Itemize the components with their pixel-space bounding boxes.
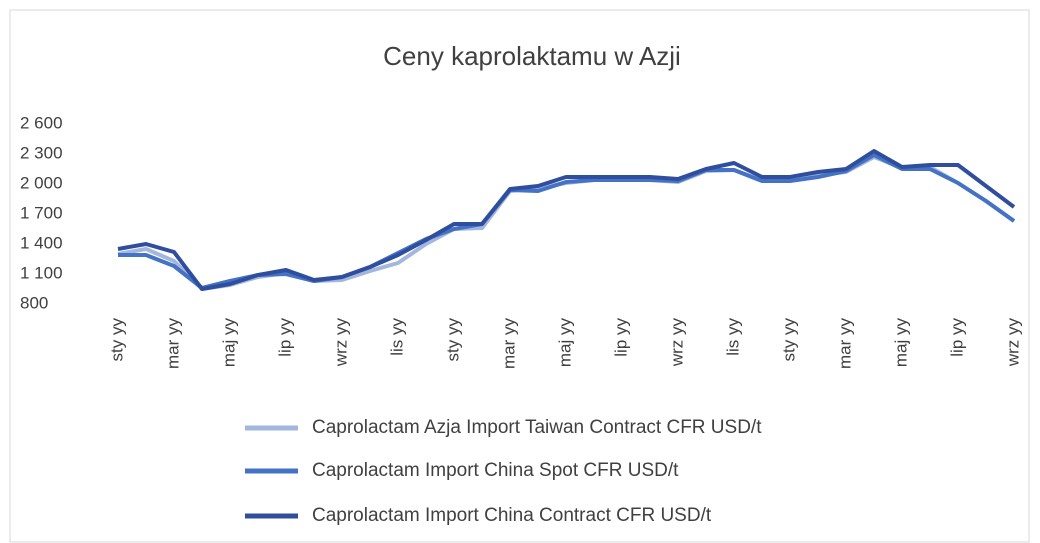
x-tick-label: lip yy (947, 318, 966, 357)
x-tick-label: mar yy (835, 318, 854, 370)
x-tick-label: sty yy (107, 318, 126, 362)
x-tick-label: lip yy (611, 318, 630, 357)
x-tick-label: wrz yy (1003, 318, 1022, 368)
x-tick-label: wrz yy (331, 318, 350, 368)
x-tick-label: maj yy (555, 318, 574, 368)
legend-label: Caprolactam Import China Spot CFR USD/t (312, 460, 679, 481)
y-tick-label: 1 400 (20, 233, 63, 252)
x-tick-label: lis yy (723, 318, 742, 356)
legend-label: Caprolactam Azja Import Taiwan Contract … (312, 417, 762, 438)
y-tick-label: 2 000 (20, 173, 63, 192)
x-tick-label: lip yy (275, 318, 294, 357)
x-tick-label: wrz yy (667, 318, 686, 368)
y-tick-label: 2 600 (20, 113, 63, 132)
x-tick-label: mar yy (163, 318, 182, 370)
y-tick-label: 2 300 (20, 143, 63, 162)
chart-title: Ceny kaprolaktamu w Azji (383, 41, 681, 71)
line-series (117, 149, 1016, 291)
y-tick-label: 1 100 (20, 263, 63, 282)
x-tick-label: maj yy (891, 318, 910, 368)
legend-label: Caprolactam Import China Contract CFR US… (312, 505, 712, 526)
x-tick-label: lis yy (387, 318, 406, 356)
y-tick-label: 800 (20, 293, 48, 312)
x-tick-label: sty yy (779, 318, 798, 362)
x-tick-label: mar yy (499, 318, 518, 370)
chart-border (9, 9, 1030, 543)
x-tick-label: sty yy (443, 318, 462, 362)
y-tick-label: 1 700 (20, 203, 63, 222)
x-tick-label: maj yy (219, 318, 238, 368)
